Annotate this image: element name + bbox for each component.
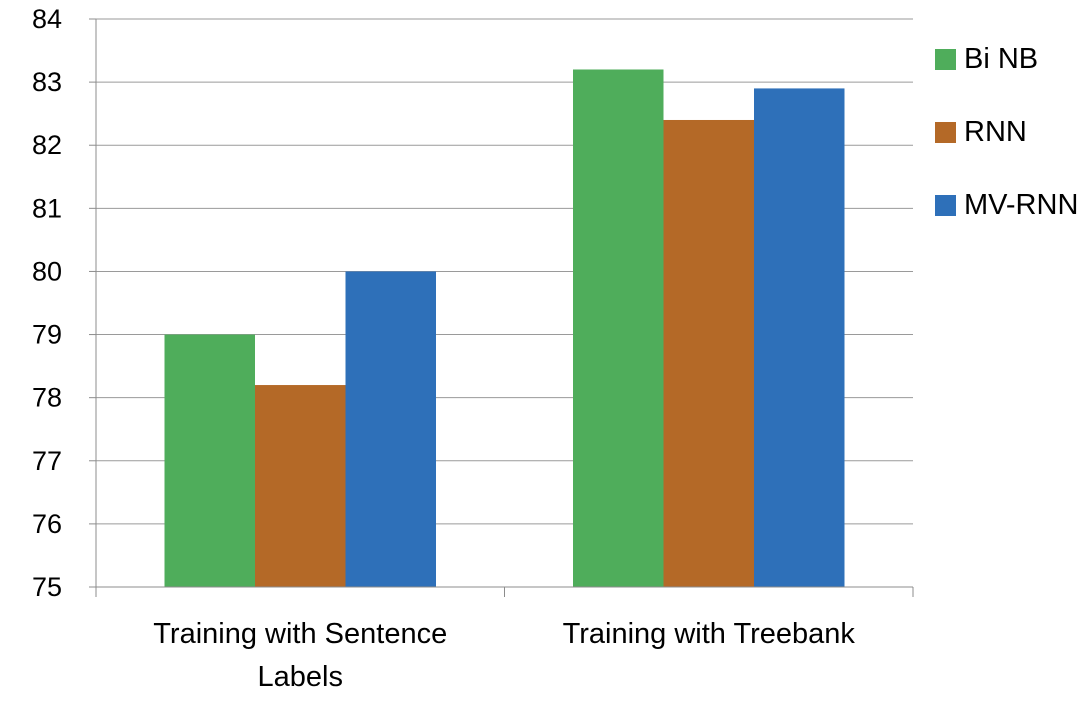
y-axis-ticks: 75 76 77 78 79 80 81 82 83 84 — [32, 4, 62, 602]
bar-mv-rnn-1 — [754, 88, 845, 587]
bar-bi-nb-1 — [573, 69, 664, 587]
y-tick-label: 75 — [32, 572, 62, 602]
bar-rnn-0 — [255, 385, 346, 587]
x-axis-categories: Training with Sentence Labels Training wit… — [153, 618, 855, 693]
y-tick-label: 76 — [32, 509, 62, 539]
y-tick-label: 82 — [32, 130, 62, 160]
bar-bi-nb-0 — [164, 334, 255, 587]
y-tick-label: 83 — [32, 67, 62, 97]
y-tick-label: 79 — [32, 320, 62, 350]
y-tick-label: 80 — [32, 256, 62, 286]
y-tick-label: 84 — [32, 4, 62, 34]
legend-swatch — [935, 122, 956, 143]
y-tick-label: 77 — [32, 446, 62, 476]
legend-swatch — [935, 195, 956, 216]
x-category-label: Labels — [258, 661, 343, 693]
y-tick-label: 78 — [32, 383, 62, 413]
bar-mv-rnn-0 — [345, 271, 436, 587]
legend-label: Bi NB — [964, 43, 1038, 75]
axes — [89, 18, 914, 597]
x-category-label: Training with Sentence — [153, 618, 447, 650]
x-category-label: Training with Treebank — [563, 618, 856, 650]
legend-label: MV-RNN — [964, 189, 1078, 221]
legend-label: RNN — [964, 116, 1027, 148]
bars — [164, 69, 845, 587]
bar-rnn-1 — [663, 119, 754, 587]
legend: Bi NB RNN MV-RNN — [935, 43, 1078, 221]
legend-swatch — [935, 49, 956, 70]
y-tick-label: 81 — [32, 193, 62, 223]
